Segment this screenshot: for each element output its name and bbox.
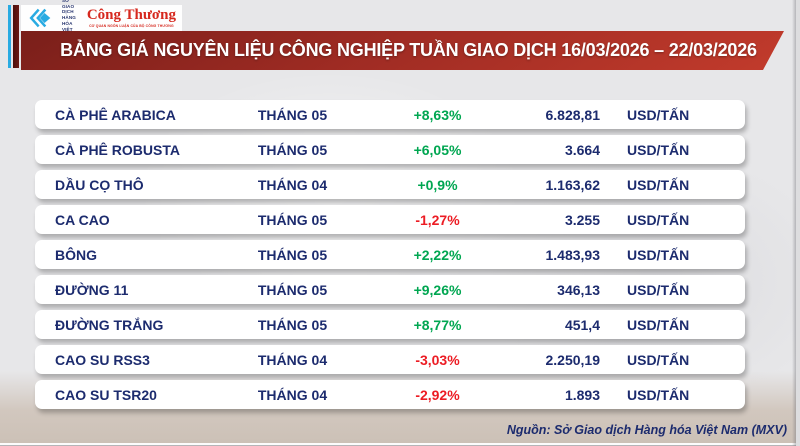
price-value: 1.893 xyxy=(564,386,600,403)
contract-month: THÁNG 05 xyxy=(257,246,328,263)
table-row: ĐƯỜNG 11 THÁNG 05 +9,26% 346,13 USD/TẤN xyxy=(35,275,745,304)
left-accent-blue-bar xyxy=(8,5,11,68)
left-accent-darkred-bar xyxy=(13,5,19,68)
unit-label: USD/TẤN xyxy=(627,246,690,263)
commodity-name: CA CAO xyxy=(55,211,110,228)
unit-label: USD/TẤN xyxy=(627,281,690,298)
contract-month: THÁNG 04 xyxy=(257,351,328,368)
title-banner: BẢNG GIÁ NGUYÊN LIỆU CÔNG NGHIỆP TUẦN GI… xyxy=(21,31,784,70)
unit-label: USD/TẤN xyxy=(627,386,690,403)
commodity-name: CÀ PHÊ ROBUSTA xyxy=(55,141,180,158)
change-value: +8,77% xyxy=(413,316,462,333)
price-value: 2.250,19 xyxy=(545,351,601,368)
contract-month: THÁNG 05 xyxy=(257,141,328,158)
source-credit: Nguồn: Sở Giao dịch Hàng hóa Việt Nam (M… xyxy=(506,423,787,437)
contract-month: THÁNG 04 xyxy=(257,176,328,193)
table-row: CÀ PHÊ ARABICA THÁNG 05 +8,63% 6.828,81 … xyxy=(35,100,745,129)
change-value: -2,92% xyxy=(415,386,460,403)
mxv-logo-icon xyxy=(29,8,51,28)
commodity-name: CÀ PHÊ ARABICA xyxy=(55,106,176,123)
right-edge-shadow xyxy=(792,0,796,446)
price-table: CÀ PHÊ ARABICA THÁNG 05 +8,63% 6.828,81 … xyxy=(35,100,745,409)
table-row: CAO SU RSS3 THÁNG 04 -3,03% 2.250,19 USD… xyxy=(35,345,745,374)
contract-month: THÁNG 04 xyxy=(257,386,328,403)
price-value: 3.664 xyxy=(564,141,600,158)
newspaper-tagline: CƠ QUAN NGÔN LUẬN CỦA BỘ CÔNG THƯƠNG xyxy=(89,23,174,28)
unit-label: USD/TẤN xyxy=(627,176,690,193)
newspaper-name: Công Thương xyxy=(86,7,176,24)
commodity-name: ĐƯỜNG 11 xyxy=(55,281,129,298)
exchange-name-line1: SỞ GIAO DỊCH xyxy=(62,0,75,15)
unit-label: USD/TẤN xyxy=(627,106,690,123)
commodity-name: DẦU CỌ THÔ xyxy=(55,176,144,193)
table-row: DẦU CỌ THÔ THÁNG 04 +0,9% 1.163,62 USD/T… xyxy=(35,170,745,199)
price-value: 1.163,62 xyxy=(545,176,601,193)
unit-label: USD/TẤN xyxy=(627,316,690,333)
change-value: +8,63% xyxy=(413,106,462,123)
table-row: CA CAO THÁNG 05 -1,27% 3.255 USD/TẤN xyxy=(35,205,745,234)
price-value: 6.828,81 xyxy=(545,106,601,123)
table-row: CAO SU TSR20 THÁNG 04 -2,92% 1.893 USD/T… xyxy=(35,380,745,409)
page-title: BẢNG GIÁ NGUYÊN LIỆU CÔNG NGHIỆP TUẦN GI… xyxy=(60,40,757,60)
change-value: -3,03% xyxy=(415,351,460,368)
price-value: 346,13 xyxy=(557,281,600,298)
unit-label: USD/TẤN xyxy=(627,141,690,158)
commodity-name: ĐƯỜNG TRẮNG xyxy=(55,316,164,333)
table-row: CÀ PHÊ ROBUSTA THÁNG 05 +6,05% 3.664 USD… xyxy=(35,135,745,164)
price-value: 1.483,93 xyxy=(545,246,601,263)
commodity-name: CAO SU RSS3 xyxy=(55,351,150,368)
price-value: 3.255 xyxy=(564,211,600,228)
contract-month: THÁNG 05 xyxy=(257,316,328,333)
change-value: +9,26% xyxy=(413,281,462,298)
table-row: BÔNG THÁNG 05 +2,22% 1.483,93 USD/TẤN xyxy=(35,240,745,269)
change-value: +2,22% xyxy=(413,246,462,263)
change-value: +6,05% xyxy=(413,141,462,158)
commodity-name: BÔNG xyxy=(55,246,97,263)
bottom-divider-line xyxy=(0,443,800,445)
unit-label: USD/TẤN xyxy=(627,211,690,228)
exchange-name-line2: HÀNG HÓA xyxy=(62,15,76,26)
right-edge-strip xyxy=(796,0,800,446)
change-value: -1,27% xyxy=(415,211,460,228)
contract-month: THÁNG 05 xyxy=(257,211,328,228)
newspaper-logo: Công Thương CƠ QUAN NGÔN LUẬN CỦA BỘ CÔN… xyxy=(87,8,176,28)
header-logo-strip: SỞ GIAO DỊCH HÀNG HÓA VIỆT NAM Công Thươ… xyxy=(21,0,182,37)
contract-month: THÁNG 05 xyxy=(257,281,328,298)
contract-month: THÁNG 05 xyxy=(257,106,328,123)
change-value: +0,9% xyxy=(417,176,458,193)
table-row: ĐƯỜNG TRẮNG THÁNG 05 +8,77% 451,4 USD/TẤ… xyxy=(35,310,745,339)
unit-label: USD/TẤN xyxy=(627,351,690,368)
price-value: 451,4 xyxy=(564,316,600,333)
commodity-name: CAO SU TSR20 xyxy=(55,386,157,403)
